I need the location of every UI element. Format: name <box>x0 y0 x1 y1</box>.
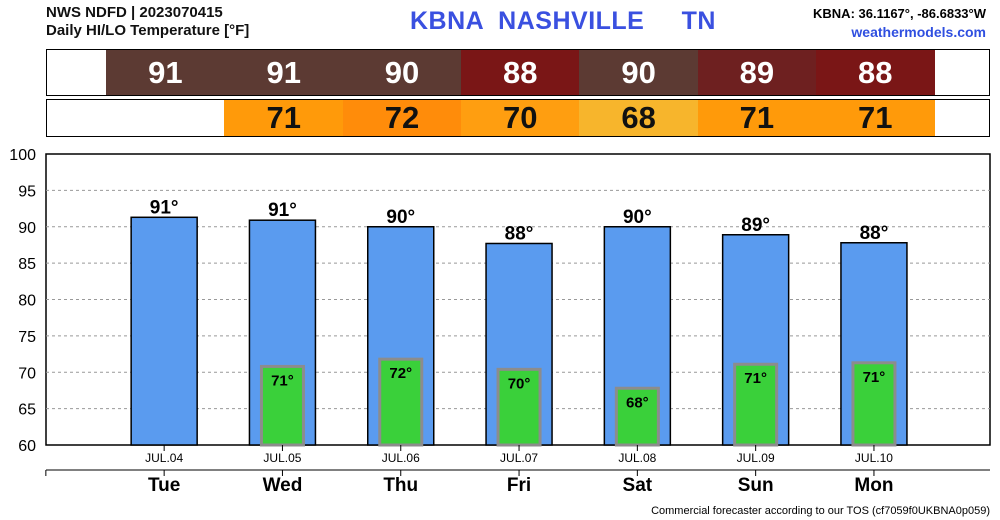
y-tick-label: 95 <box>18 183 36 200</box>
lo-cell <box>106 100 225 136</box>
hi-cell: 90 <box>579 50 698 95</box>
day-label: Wed <box>263 475 303 496</box>
date-label: JUL.10 <box>855 451 893 465</box>
hi-temp-label: 91° <box>268 200 297 221</box>
lo-temp-bar <box>733 362 779 447</box>
footer-note: Commercial forecaster according to our T… <box>651 505 990 517</box>
y-tick-label: 60 <box>18 438 36 455</box>
day-label: Thu <box>383 475 418 496</box>
hi-cell: 88 <box>815 50 935 95</box>
lo-temp-label: 71° <box>744 370 767 387</box>
product-label: Daily HI/LO Temperature [°F] <box>46 22 250 39</box>
hi-temp-label: 88° <box>860 223 889 244</box>
lo-temp-label: 70° <box>508 375 531 392</box>
hi-temp-label: 90° <box>386 207 415 228</box>
hi-temp-bar <box>130 216 198 446</box>
day-label: Mon <box>854 475 893 496</box>
date-label: JUL.05 <box>263 451 301 465</box>
date-label: JUL.07 <box>500 451 538 465</box>
hi-cell: 91 <box>224 50 344 95</box>
date-label: JUL.08 <box>618 451 656 465</box>
lo-cell: 70 <box>460 100 580 136</box>
hi-cell: 91 <box>106 50 225 95</box>
lo-temp-bar <box>259 364 305 447</box>
y-tick-label: 70 <box>18 365 36 382</box>
lo-cell: 71 <box>815 100 935 136</box>
lo-temp-strip: 71 72 70 68 71 71 <box>46 99 990 137</box>
run-label: NWS NDFD | 2023070415 <box>46 4 223 21</box>
coords-label: KBNA: 36.1167°, -86.6833°W <box>813 6 986 21</box>
lo-cell: 72 <box>342 100 462 136</box>
day-label: Sat <box>623 475 653 496</box>
site-link[interactable]: weathermodels.com <box>851 24 986 40</box>
lo-temp-label: 71° <box>271 372 294 389</box>
hi-temp-label: 89° <box>741 215 770 236</box>
date-label: JUL.09 <box>737 451 775 465</box>
y-tick-label: 75 <box>18 329 36 346</box>
y-tick-label: 80 <box>18 293 36 310</box>
day-label: Sun <box>738 475 774 496</box>
y-tick-label: 90 <box>18 220 36 237</box>
y-tick-label: 85 <box>18 256 36 273</box>
lo-temp-label: 72° <box>389 365 412 382</box>
lo-temp-label: 71° <box>863 369 886 386</box>
lo-cell: 71 <box>224 100 344 136</box>
hi-cell: 88 <box>460 50 580 95</box>
lo-temp-bar <box>378 357 424 447</box>
hi-temp-label: 91° <box>150 197 179 218</box>
hi-temp-label: 90° <box>623 207 652 228</box>
lo-temp-bar <box>851 361 897 447</box>
date-label: JUL.06 <box>382 451 420 465</box>
y-tick-label: 65 <box>18 402 36 419</box>
lo-cell: 68 <box>579 100 698 136</box>
y-tick-label: 100 <box>9 147 36 164</box>
hi-cell: 90 <box>342 50 462 95</box>
hi-temp-strip: 91 91 90 88 90 89 88 <box>46 49 990 96</box>
header-right: KBNA: 36.1167°, -86.6833°W weathermodels… <box>813 5 986 41</box>
station-title: KBNA NASHVILLE TN <box>410 7 716 35</box>
hi-temp-label: 88° <box>505 223 534 244</box>
lo-cell: 71 <box>697 100 817 136</box>
lo-temp-label: 68° <box>626 394 649 411</box>
header-info: NWS NDFD | 2023070415 Daily HI/LO Temper… <box>46 4 249 40</box>
day-label: Tue <box>148 475 180 496</box>
date-label: JUL.04 <box>145 451 183 465</box>
day-label: Fri <box>507 475 531 496</box>
hi-cell: 89 <box>697 50 817 95</box>
